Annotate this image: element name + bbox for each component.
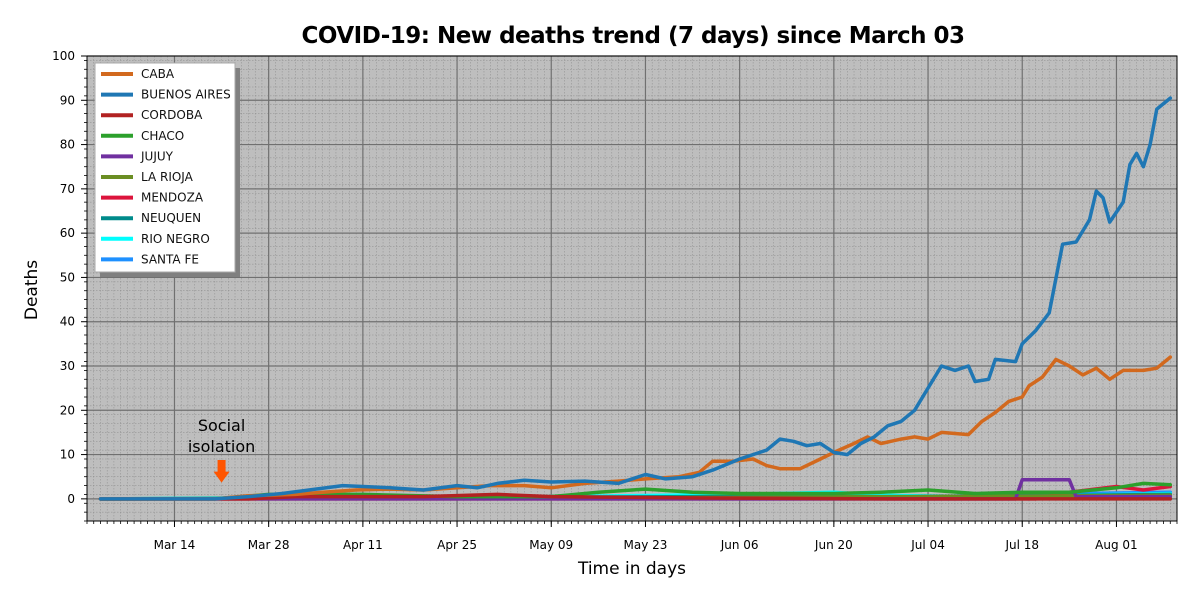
legend-label-buenos-aires: BUENOS AIRES — [141, 88, 231, 102]
x-tick-label: Aug 01 — [1095, 538, 1138, 552]
legend-label-cordoba: CORDOBA — [141, 108, 203, 122]
x-tick-label: Apr 25 — [437, 538, 477, 552]
series-line-caba — [98, 355, 1173, 501]
legend: CABA BUENOS AIRES CORDOBA CHACO JUJUY LA RIOJ… — [94, 62, 240, 277]
legend-label-chaco: CHACO — [141, 129, 184, 143]
y-tick-label: 10 — [60, 448, 75, 462]
x-tick-label: May 23 — [624, 538, 668, 552]
y-tick-label: 80 — [60, 138, 75, 152]
x-tick-label: Apr 11 — [343, 538, 383, 552]
legend-label-caba: CABA — [141, 67, 175, 81]
y-tick-label: 60 — [60, 226, 75, 240]
x-tick-label: Jul 18 — [1004, 538, 1039, 552]
x-axis-label: Time in days — [577, 559, 686, 579]
y-tick-label: 20 — [60, 403, 75, 417]
chart-title: COVID-19: New deaths trend (7 days) sinc… — [302, 23, 965, 49]
y-tick-label: 100 — [52, 49, 75, 63]
y-tick-label: 40 — [60, 315, 75, 329]
x-tick-label: May 09 — [529, 538, 573, 552]
series-line-buenos-aires — [98, 96, 1173, 501]
legend-label-santa-fe: SANTA FE — [141, 252, 199, 266]
annotation-arrow-head — [213, 471, 230, 483]
y-tick-label: 0 — [67, 492, 75, 506]
legend-label-la-rioja: LA RIOJA — [141, 170, 194, 184]
series-line-chaco — [98, 481, 1173, 501]
plot-area — [86, 55, 1178, 522]
social-isolation-annotation: Social isolation — [188, 416, 255, 483]
y-tick-label: 70 — [60, 182, 75, 196]
x-tick-label: Mar 28 — [248, 538, 290, 552]
legend-label-jujuy: JUJUY — [140, 149, 174, 163]
legend-label-mendoza: MENDOZA — [141, 191, 204, 205]
y-tick-label: 50 — [60, 270, 75, 284]
y-axis-label: Deaths — [22, 260, 42, 320]
legend-label-neuquen: NEUQUEN — [141, 211, 201, 225]
x-axis: Mar 14 Mar 28 Apr 11 Apr 25 May 09 May 23 Jun … — [86, 521, 1178, 552]
x-tick-label: Mar 14 — [154, 538, 196, 552]
annotation-text: isolation — [188, 437, 255, 456]
x-tick-label: Jun 06 — [720, 538, 759, 552]
annotation-text: Social — [198, 416, 245, 435]
y-tick-label: 90 — [60, 93, 75, 107]
legend-label-rio-negro: RIO NEGRO — [141, 232, 210, 246]
x-tick-label: Jun 20 — [814, 538, 853, 552]
y-tick-label: 30 — [60, 359, 75, 373]
y-axis: 0 10 20 30 40 50 60 70 80 90 100 — [52, 49, 87, 522]
x-tick-label: Jul 04 — [910, 538, 945, 552]
annotation-arrow-shaft — [217, 460, 226, 473]
series-line-cordoba — [98, 492, 1173, 501]
